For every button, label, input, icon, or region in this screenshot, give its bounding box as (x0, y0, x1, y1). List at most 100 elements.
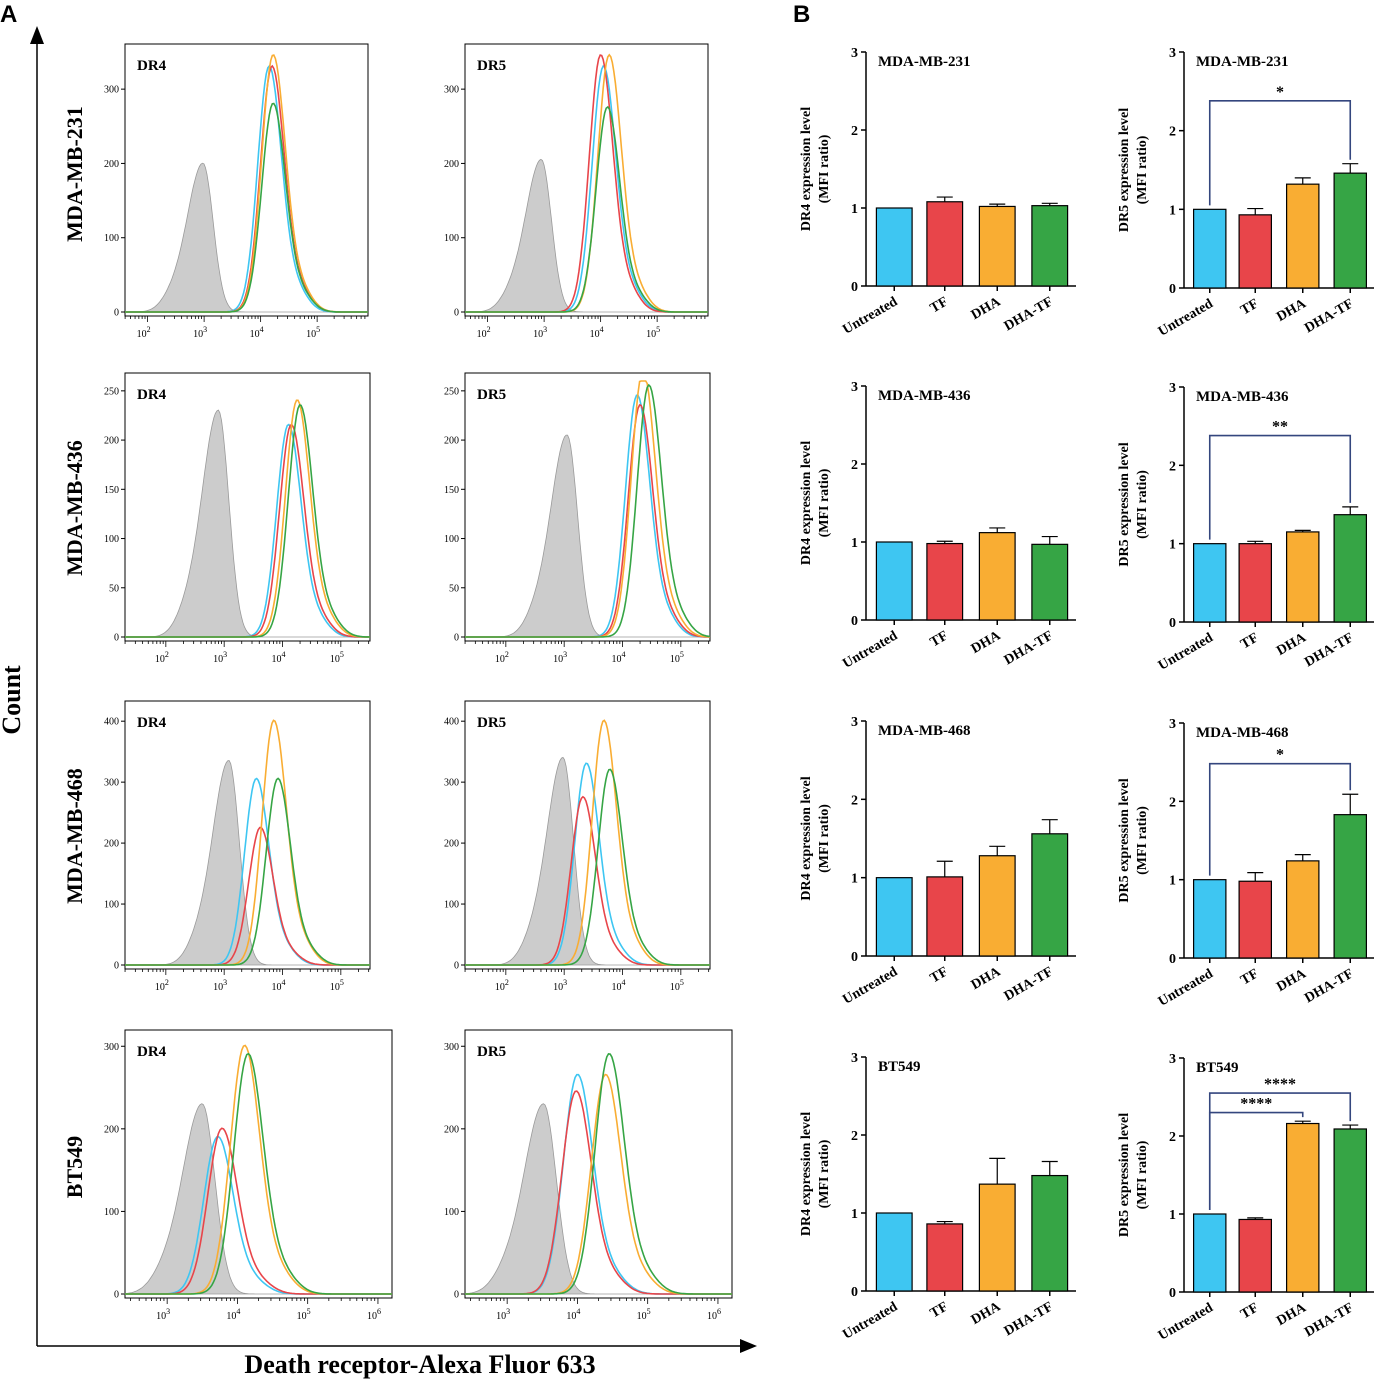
x-tick-label: 105 (297, 1307, 311, 1322)
bar-y-label: DR5 expression level (1117, 108, 1132, 232)
histogram-title: DR4 (137, 1044, 167, 1060)
x-tick-label: 103 (553, 650, 567, 665)
x-tick-label: 104 (226, 1307, 240, 1322)
bar-category-label: TF (928, 964, 951, 986)
bar-y-tick-label: 0 (851, 1285, 858, 1300)
bar-chart-title: MDA-MB-468 (1196, 725, 1288, 741)
bar-y-tick-label: 1 (851, 536, 858, 551)
y-tick-label: 100 (104, 233, 119, 244)
bar-category-label: DHA (969, 294, 1004, 323)
bar-untreated (875, 1212, 913, 1292)
histogram-frame (124, 43, 369, 317)
y-tick-label: 100 (444, 1207, 459, 1218)
x-tick-label: 102 (495, 978, 509, 993)
panel-letter-a: A (0, 1, 17, 28)
histogram-bt549-dr4: 0 100 200 300 103 104 105 106 DR4 (104, 1029, 393, 1322)
y-tick-label: 0 (454, 961, 459, 972)
y-tick-label: 200 (444, 436, 459, 447)
bar-chart-mda-mb-436-dr4: 0 1 2 3 DR4 expression level (MFI ratio) MDA-M… (799, 380, 1076, 672)
significance-label: **** (1240, 1096, 1272, 1113)
bar-category-label: DHA (969, 1299, 1004, 1328)
bar-y-tick-label: 2 (1169, 1130, 1176, 1145)
histogram-title: DR5 (477, 1044, 506, 1060)
y-tick-label: 150 (444, 485, 459, 496)
bar-tf (926, 1223, 964, 1292)
y-tick-label: 50 (109, 583, 119, 594)
x-tick-label: 106 (707, 1307, 721, 1322)
bar-dha (1285, 860, 1320, 959)
histogram-mda-mb-231-dr5: 0 100 200 300 102 103 104 105 DR5 (444, 43, 709, 340)
x-tick-label: 104 (612, 978, 626, 993)
bar-chart-mda-mb-231-dr4: 0 1 2 3 DR4 expression level (MFI ratio) MDA-M… (799, 46, 1076, 338)
bar-category-label: Untreated (1156, 630, 1216, 673)
histogram-title: DR5 (477, 387, 506, 403)
curve-dha-tf (465, 768, 710, 966)
bar-tf (1238, 1218, 1272, 1293)
y-tick-label: 150 (104, 485, 119, 496)
row-label-mda-mb-468: MDA-MB-468 (62, 768, 87, 904)
bar-y-tick-label: 2 (851, 124, 858, 139)
bar-tf (1238, 880, 1272, 959)
bar-chart-mda-mb-468-dr4: 0 1 2 3 DR4 expression level (MFI ratio) MDA-M… (799, 715, 1076, 1008)
y-tick-label: 100 (104, 1207, 119, 1218)
x-tick-label: 103 (193, 325, 207, 340)
bar-y-tick-label: 3 (1169, 46, 1176, 61)
bar-dha (1285, 183, 1320, 289)
y-tick-label: 0 (454, 1290, 459, 1301)
y-tick-label: 200 (104, 159, 119, 170)
row-label-mda-mb-436: MDA-MB-436 (62, 440, 87, 576)
bar-untreated (1192, 1213, 1227, 1293)
histogram-title: DR4 (137, 715, 167, 731)
histogram-title: DR4 (137, 387, 167, 403)
bar-y-label: DR5 expression level (1117, 1113, 1132, 1237)
bar-category-label: DHA-TF (1002, 964, 1056, 1004)
significance-label: * (1276, 84, 1284, 101)
y-tick-label: 300 (444, 85, 459, 96)
x-tick-label: 105 (330, 650, 344, 665)
bar-tf (1238, 543, 1272, 623)
curve-dha-tf (125, 404, 371, 638)
bar-category-label: TF (928, 1299, 951, 1321)
bar-category-label: Untreated (1156, 966, 1216, 1009)
bar-y-tick-label: 0 (851, 614, 858, 629)
bar-category-label: TF (928, 294, 951, 316)
bar-category-label: DHA-TF (1302, 630, 1356, 670)
bar-category-label: DHA (1274, 630, 1309, 659)
bar-chart-title: MDA-MB-436 (1196, 389, 1289, 405)
x-tick-label: 102 (495, 650, 509, 665)
bar-chart-title: MDA-MB-468 (878, 723, 970, 739)
bar-untreated (1192, 543, 1227, 623)
x-tick-label: 105 (637, 1307, 651, 1322)
bar-category-label: DHA-TF (1302, 1300, 1356, 1340)
bar-y-label-unit: (MFI ratio) (817, 1139, 832, 1208)
significance-bracket (1208, 762, 1352, 876)
bar-category-label: DHA (969, 628, 1004, 657)
y-tick-label: 250 (104, 386, 119, 397)
y-tick-label: 0 (114, 1290, 119, 1301)
bar-y-tick-label: 3 (1169, 717, 1176, 732)
y-tick-label: 400 (104, 717, 119, 728)
bar-y-tick-label: 0 (1169, 1286, 1176, 1301)
bar-y-tick-label: 0 (1169, 952, 1176, 967)
bar-y-tick-label: 1 (1169, 1208, 1176, 1223)
histogram-frame (464, 372, 711, 642)
bar-y-label: DR4 expression level (799, 441, 814, 565)
bar-y-label-unit: (MFI ratio) (1135, 135, 1150, 204)
bar-y-tick-label: 2 (1169, 125, 1176, 140)
bar-y-tick-label: 1 (1169, 203, 1176, 218)
bar-y-tick-label: 2 (851, 458, 858, 473)
bar-tf (926, 876, 964, 957)
x-tick-label: 106 (367, 1307, 381, 1322)
bar-category-label: DHA-TF (1302, 296, 1356, 336)
y-tick-label: 200 (444, 839, 459, 850)
bar-dha (978, 1183, 1016, 1292)
y-tick-label: 300 (444, 1042, 459, 1053)
y-tick-label: 0 (454, 633, 459, 644)
bar-chart-bt549-dr4: 0 1 2 3 DR4 expression level (MFI ratio) BT549… (799, 1051, 1076, 1343)
bar-category-label: DHA (1274, 1300, 1309, 1329)
bar-category-label: Untreated (840, 1299, 900, 1342)
x-tick-label: 104 (272, 978, 286, 993)
histogram-mda-mb-436-dr4: 0 50 100 150 200 250 102 103 104 105 DR4 (104, 372, 371, 665)
panel-a-x-arrow (740, 1339, 757, 1353)
